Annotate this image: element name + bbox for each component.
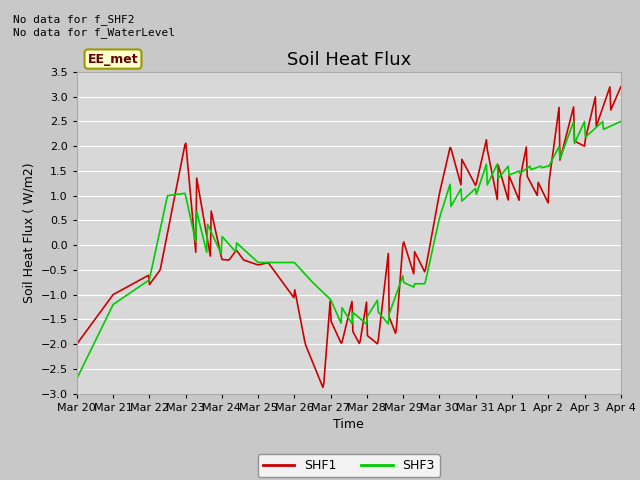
SHF1 [437, 184, 445, 190]
X-axis label: Time: Time [333, 418, 364, 431]
SHF3 [73, 376, 81, 382]
SHF3 [169, 192, 177, 198]
SHF1 [320, 381, 328, 386]
Title: Soil Heat Flux: Soil Heat Flux [287, 51, 411, 69]
SHF1 [483, 147, 491, 153]
SHF3 [483, 161, 490, 167]
SHF3 [394, 288, 401, 294]
Legend: SHF1, SHF3: SHF1, SHF3 [258, 455, 440, 478]
SHF3 [213, 241, 221, 247]
Text: EE_met: EE_met [88, 53, 138, 66]
Line: SHF1: SHF1 [77, 87, 621, 387]
SHF1 [73, 341, 81, 347]
Line: SHF3: SHF3 [77, 121, 621, 379]
SHF3 [617, 119, 625, 124]
SHF3 [319, 289, 327, 295]
SHF1 [213, 233, 221, 239]
SHF1 [319, 384, 327, 390]
SHF1 [394, 301, 402, 307]
Y-axis label: Soil Heat Flux ( W/m2): Soil Heat Flux ( W/m2) [22, 163, 35, 303]
SHF1 [169, 202, 177, 208]
Text: No data for f_SHF2
No data for f_WaterLevel: No data for f_SHF2 No data for f_WaterLe… [13, 14, 175, 38]
SHF1 [617, 84, 625, 90]
SHF3 [436, 213, 444, 219]
